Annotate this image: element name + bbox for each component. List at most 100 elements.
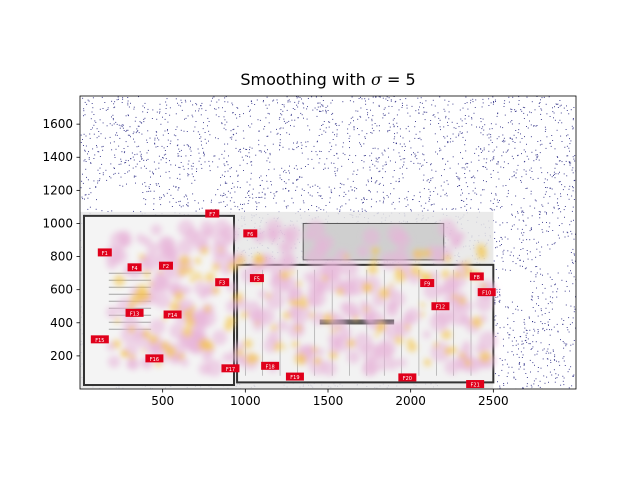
heat-hotspot: [142, 329, 151, 339]
heat-blob: [318, 234, 335, 250]
y-tick-label: 1000: [42, 216, 73, 230]
y-tick-label: 400: [50, 316, 73, 330]
marker-box: [420, 279, 435, 288]
heat-hotspot: [113, 275, 125, 287]
heat-hotspot: [313, 357, 322, 365]
heat-hotspot: [178, 353, 185, 360]
heat-hotspot: [336, 325, 341, 330]
heat-blob: [397, 358, 407, 368]
heat-hotspot: [420, 302, 426, 308]
heat-blob: [320, 257, 341, 277]
heat-hotspot: [292, 299, 300, 307]
heat-hotspot: [114, 317, 121, 324]
heat-blob: [462, 340, 472, 350]
heat-hotspot: [291, 340, 300, 349]
heat-hotspot: [374, 333, 379, 338]
y-tick-label: 600: [50, 283, 73, 297]
heat-hotspot: [245, 352, 257, 365]
marker-label: F4: [132, 266, 138, 272]
x-tick-label: 2500: [478, 394, 509, 408]
marker-box: [145, 354, 164, 363]
marker-box: [90, 335, 109, 344]
marker-f14: F14: [163, 310, 182, 319]
heat-hotspot: [211, 286, 220, 295]
heat-blob: [122, 315, 140, 332]
heat-blob: [362, 228, 380, 246]
heat-blob: [198, 362, 211, 376]
heat-blob: [149, 278, 164, 292]
heat-blob: [126, 357, 140, 371]
heat-hotspot: [330, 328, 336, 334]
heat-hotspot: [322, 313, 334, 325]
heat-hotspot: [346, 338, 356, 348]
heat-hotspot: [184, 317, 196, 328]
heat-blob: [422, 330, 431, 339]
marker-box: [466, 380, 485, 389]
heat-blob: [385, 357, 399, 371]
marker-f7: F7: [205, 209, 220, 218]
heat-blob: [378, 339, 396, 358]
marker-f3: F3: [215, 278, 230, 287]
heat-hotspot: [464, 359, 471, 366]
heat-hotspot: [404, 324, 411, 330]
heat-blob: [363, 314, 373, 324]
heat-blob: [221, 352, 233, 363]
heat-hotspot: [433, 342, 440, 348]
heat-blob: [200, 220, 215, 235]
marker-box: [127, 263, 142, 272]
heat-hotspot: [165, 346, 177, 358]
heat-hotspot: [443, 254, 452, 263]
heat-blob: [438, 219, 457, 238]
heat-hotspot: [204, 341, 215, 352]
heat-blob: [282, 238, 297, 252]
y-tick-label: 800: [50, 250, 73, 264]
marker-label: F3: [219, 281, 225, 287]
marker-f1: F1: [97, 248, 112, 257]
heat-blob: [250, 309, 266, 325]
heat-blob: [287, 305, 302, 320]
x-tick-label: 2000: [395, 394, 426, 408]
x-tick-label: 1500: [313, 394, 344, 408]
heat-blob: [205, 359, 223, 377]
heat-blob: [442, 276, 459, 294]
heat-blob: [213, 230, 232, 249]
heat-blob: [276, 320, 288, 332]
heat-hotspot: [148, 334, 159, 345]
heat-hotspot: [367, 264, 378, 275]
marker-label: F9: [424, 282, 430, 288]
heat-hotspot: [329, 351, 338, 360]
plot-area: F7 F6 F1 F4 F2 F3 F5 F8 F9 F10 F12 F13 F14 F15 F16 F17 F…: [80, 96, 576, 389]
marker-label: F5: [254, 277, 260, 283]
heat-blob: [339, 327, 352, 340]
heat-hotspot: [422, 248, 432, 258]
heat-blob: [197, 308, 217, 328]
marker-f2: F2: [158, 261, 173, 270]
heat-hotspot: [227, 261, 238, 273]
heat-hotspot: [467, 259, 472, 264]
heat-blob: [434, 255, 443, 265]
heat-hotspot: [141, 348, 147, 353]
marker-box: [163, 310, 182, 319]
marker-f4: F4: [127, 263, 142, 272]
marker-f15: F15: [90, 335, 109, 344]
heat-blob: [408, 272, 421, 285]
heat-hotspot: [336, 287, 344, 296]
heat-hotspot: [412, 248, 424, 260]
marker-box: [398, 373, 417, 382]
chart-title-prefix: Smoothing with: [240, 70, 371, 89]
marker-f10: F10: [477, 288, 496, 297]
marker-box: [125, 308, 144, 317]
heat-hotspot: [129, 354, 136, 360]
heat-blob: [334, 249, 350, 264]
heat-hotspot: [194, 272, 201, 279]
heat-hotspot: [147, 280, 154, 287]
marker-box: [215, 278, 230, 287]
marker-f18: F18: [261, 361, 280, 370]
marker-label: F17: [226, 367, 235, 373]
floor-plan-counter: [319, 319, 395, 325]
heat-hotspot: [282, 311, 291, 320]
chart-title: Smoothing with σ = 5: [80, 70, 576, 89]
heat-blob: [211, 330, 228, 346]
marker-f8: F8: [469, 272, 484, 281]
